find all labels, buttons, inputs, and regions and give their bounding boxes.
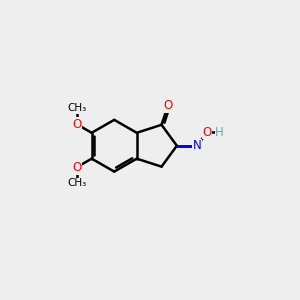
Text: O: O (72, 161, 81, 174)
Text: CH₃: CH₃ (67, 178, 86, 188)
Text: CH₃: CH₃ (67, 103, 86, 113)
Text: O: O (202, 126, 212, 139)
Text: O: O (163, 99, 172, 112)
Text: N: N (193, 139, 202, 152)
Text: H: H (215, 126, 224, 139)
Text: O: O (72, 118, 81, 130)
